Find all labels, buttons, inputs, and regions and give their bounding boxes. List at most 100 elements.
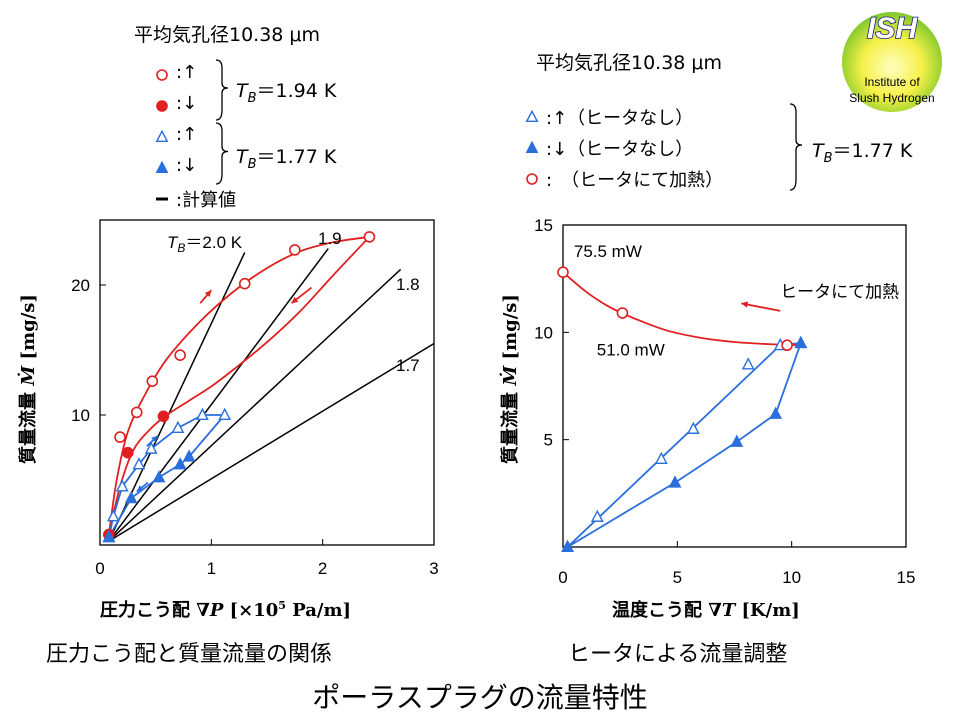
calc-line-label: TB＝2.0 K [167, 233, 243, 255]
left-legend-label: :↓ [176, 155, 198, 176]
direction-arrow [741, 301, 781, 312]
left-caption: 圧力こう配と質量流量の関係 [46, 642, 333, 667]
x-tick-label: 15 [897, 568, 916, 587]
data-point [144, 441, 158, 454]
calc-line-label: 1.8 [396, 275, 420, 294]
left-legend-marker [156, 197, 168, 201]
data-point [152, 470, 166, 483]
right-legend-marker [526, 173, 538, 185]
x-tick-label: 3 [429, 559, 438, 578]
fit-curve [563, 271, 801, 347]
left-chart: 0 1 2 3 10 20 TB＝2.0 K 1.9 1.8 1.7 [71, 219, 439, 578]
left-legend-title: 平均気孔径10.38 μm [134, 24, 321, 46]
y-tick-label: 5 [544, 431, 553, 450]
right-y-axis-label: 質量流量 Ṁ [mg/s] [500, 294, 521, 464]
right-legend-title: 平均気孔径10.38 μm [536, 52, 723, 74]
data-point [218, 407, 232, 421]
y-tick-label: 20 [71, 276, 90, 295]
data-point [124, 490, 138, 504]
direction-arrow [146, 435, 159, 447]
data-point [590, 509, 604, 522]
data-point [289, 244, 301, 256]
tb-label-1: TB＝1.94 K [236, 80, 337, 106]
fit-curve [566, 342, 801, 547]
left-legend-label: :↓ [176, 93, 198, 114]
data-point [122, 446, 134, 459]
right-caption: ヒータによる流量調整 [568, 642, 788, 667]
data-point [102, 529, 116, 543]
data-point [730, 434, 744, 447]
chart-annotation: 75.5 mW [574, 242, 642, 261]
x-tick-label: 5 [673, 568, 682, 587]
data-point [363, 231, 376, 243]
data-point [114, 431, 126, 443]
left-legend-label: :計算値 [176, 190, 237, 211]
x-tick-label: 1 [207, 559, 216, 578]
data-point [171, 420, 185, 434]
legend-symbol [156, 69, 168, 81]
plot-frame [562, 224, 907, 548]
right-chart: 0 5 10 15 5 10 15 75.5 mW 51.0 mW ヒータにて加熱 [534, 216, 915, 587]
data-point [238, 277, 251, 290]
data-point [668, 475, 682, 488]
left-legend-marker [156, 69, 168, 81]
right-x-axis-label: 温度こう配 ∇T [K/m] [612, 600, 800, 621]
y-tick-label: 15 [534, 216, 553, 235]
direction-arrow [199, 289, 213, 304]
page-title: ポーラスプラグの流量特性 [312, 681, 648, 714]
data-point [557, 266, 569, 279]
data-point [182, 449, 196, 462]
logo-abbr: ISH [867, 12, 918, 45]
left-y-axis-label: 質量流量 Ṁ [mg/s] [18, 294, 39, 464]
fit-curve [567, 342, 802, 547]
data-point [106, 509, 120, 522]
brace-2 [215, 122, 229, 185]
calc-line [108, 248, 329, 542]
logo-line2: Slush Hydrogen [849, 91, 934, 105]
direction-arrow [290, 286, 313, 304]
y-tick-label: 10 [534, 323, 553, 342]
data-point [174, 349, 186, 362]
brace-1 [215, 59, 229, 121]
x-tick-label: 0 [558, 568, 567, 587]
x-tick-label: 2 [318, 559, 327, 578]
data-point [146, 375, 159, 388]
data-point [616, 307, 629, 319]
direction-arrow [136, 481, 149, 493]
left-x-axis-label: 圧力こう配 ∇P [×105 Pa/m] [100, 599, 352, 621]
data-point [196, 407, 209, 421]
legend-symbol [526, 173, 538, 185]
right-legend-label: :↓（ヒータなし） [546, 139, 694, 160]
y-tick-label: 10 [71, 406, 90, 425]
data-point [132, 457, 146, 470]
data-point [781, 339, 793, 352]
plot-area [108, 236, 434, 542]
left-legend-marker [156, 100, 168, 112]
data-point [115, 479, 129, 492]
data-point [157, 410, 170, 423]
fit-curve [108, 236, 370, 535]
logo-circle [842, 12, 942, 112]
calc-line-label: 1.9 [318, 229, 342, 248]
legend-symbol [155, 129, 169, 143]
data-point [769, 406, 783, 419]
tb-label-2: TB＝1.77 K [236, 146, 337, 172]
data-point [794, 335, 808, 349]
data-point [741, 357, 755, 370]
left-legend-label: :↑ [176, 124, 198, 145]
legend-symbol [525, 109, 539, 123]
calc-line-label: 1.7 [396, 356, 420, 375]
calc-line [108, 268, 402, 542]
plot-frame [99, 219, 435, 546]
data-point [686, 421, 700, 434]
data-point [561, 539, 574, 553]
legend-symbol [155, 160, 169, 174]
right-legend-label: : （ヒータにて加熱） [546, 170, 724, 191]
x-tick-label: 0 [95, 559, 104, 578]
chart-annotation: 51.0 mW [597, 341, 665, 360]
plot-area [563, 271, 802, 547]
brace-3 [789, 103, 803, 191]
left-legend-label: :↑ [176, 62, 198, 83]
